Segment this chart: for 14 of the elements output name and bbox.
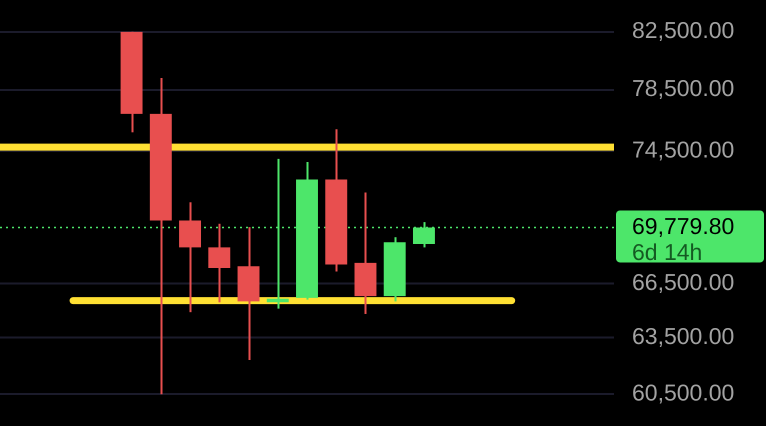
candlestick xyxy=(354,191,376,315)
candlestick xyxy=(120,30,143,134)
ref-line-label: 69,779.80 xyxy=(632,212,734,239)
y-tick-label: 60,500.00 xyxy=(632,380,734,406)
y-tick-label: 82,500.00 xyxy=(632,17,734,44)
y-tick-label: 66,500.00 xyxy=(632,269,734,296)
y-tick-label: 74,500.00 xyxy=(632,136,734,162)
candlestick xyxy=(150,77,172,396)
candlestick xyxy=(238,226,260,361)
y-tick-label: 78,500.00 xyxy=(632,75,734,102)
text: 6d 14h xyxy=(632,238,702,265)
y-tick-label: 63,500.00 xyxy=(632,322,734,349)
candlestick xyxy=(208,222,230,304)
candlestick xyxy=(179,201,202,314)
